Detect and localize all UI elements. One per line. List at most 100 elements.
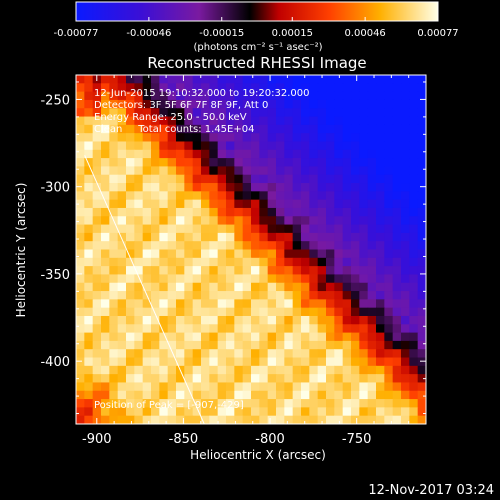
heatmap-cell: [234, 241, 244, 251]
heatmap-cell: [317, 224, 327, 234]
heatmap-cell: [117, 207, 127, 217]
heatmap-cell: [276, 199, 285, 209]
heatmap-cell: [376, 390, 385, 400]
heatmap-cell: [234, 374, 244, 384]
heatmap-cell: [226, 324, 235, 334]
heatmap-cell: [301, 91, 310, 101]
heatmap-cell: [367, 174, 377, 184]
heatmap-cell: [251, 174, 260, 184]
heatmap-cell: [76, 99, 85, 109]
heatmap-cell: [101, 340, 110, 350]
heatmap-cell: [92, 149, 102, 159]
heatmap-cell: [317, 315, 327, 325]
heatmap-cell: [251, 141, 260, 151]
heatmap-cell: [234, 399, 244, 408]
heatmap-cell: [317, 307, 327, 317]
heatmap-cell: [267, 141, 277, 151]
heatmap-cell: [417, 75, 426, 84]
heatmap-cell: [184, 332, 194, 342]
heatmap-cell: [142, 332, 152, 342]
heatmap-cell: [101, 241, 110, 251]
heatmap-cell: [226, 365, 235, 375]
heatmap-cell: [92, 191, 102, 201]
heatmap-cell: [209, 116, 219, 126]
heatmap-cell: [301, 332, 310, 342]
heatmap-cell: [126, 207, 135, 217]
heatmap-cell: [401, 216, 410, 226]
heatmap-cell: [167, 149, 177, 159]
heatmap-cell: [84, 307, 94, 317]
heatmap-cell: [242, 83, 252, 93]
heatmap-cell: [376, 191, 385, 201]
heatmap-cell: [251, 249, 260, 259]
heatmap-cell: [217, 149, 227, 159]
heatmap-cell: [259, 282, 269, 292]
heatmap-cell: [192, 166, 202, 176]
heatmap-cell: [117, 365, 127, 375]
heatmap-cell: [301, 216, 310, 226]
heatmap-cell: [276, 224, 285, 234]
heatmap-cell: [367, 399, 377, 408]
heatmap-cell: [159, 158, 169, 168]
heatmap-cell: [109, 124, 119, 134]
annotation-energy-range: Energy Range: 25.0 - 50.0 keV: [94, 112, 247, 123]
heatmap-cell: [92, 399, 102, 408]
heatmap-cell: [159, 274, 169, 284]
heatmap-cell: [292, 224, 302, 234]
heatmap-cell: [134, 191, 144, 201]
heatmap-cell: [359, 232, 369, 242]
heatmap-cell: [126, 407, 135, 417]
heatmap-cell: [192, 124, 202, 134]
heatmap-cell: [134, 340, 144, 350]
heatmap-cell: [134, 108, 144, 118]
heatmap-cell: [226, 83, 235, 93]
heatmap-cell: [259, 291, 269, 300]
heatmap-cell: [367, 415, 377, 424]
heatmap-cell: [309, 274, 319, 284]
heatmap-cell: [226, 149, 235, 159]
heatmap-cell: [384, 291, 394, 300]
heatmap-cell: [184, 249, 194, 259]
heatmap-cell: [317, 183, 327, 192]
heatmap-cell: [342, 99, 352, 109]
annotation-detectors: Detectors: 3F 5F 6F 7F 8F 9F, Att 0: [94, 100, 268, 111]
heatmap-cell: [76, 315, 85, 325]
heatmap-cell: [376, 141, 385, 151]
heatmap-cell: [242, 224, 252, 234]
heatmap-cell: [392, 199, 402, 209]
heatmap-cell: [409, 307, 419, 317]
heatmap-cell: [334, 99, 344, 109]
heatmap-cell: [209, 207, 219, 217]
colorbar-ticks: -0.00077 -0.00046 -0.00015 0.00015 0.00046 0.…: [54, 17, 459, 39]
heatmap-cell: [259, 75, 269, 84]
heatmap-cell: [334, 241, 344, 251]
heatmap-cell: [217, 340, 227, 350]
heatmap-cell: [267, 365, 277, 375]
heatmap-cell: [334, 332, 344, 342]
heatmap-cell: [351, 199, 360, 209]
heatmap-cell: [342, 332, 352, 342]
heatmap-cell: [384, 174, 394, 184]
heatmap-cell: [292, 399, 302, 408]
heatmap-cell: [259, 116, 269, 126]
heatmap-cell: [242, 315, 252, 325]
heatmap-cell: [359, 141, 369, 151]
heatmap-cell: [217, 124, 227, 134]
heatmap-cell: [201, 91, 210, 101]
y-tick-label: -300: [40, 181, 70, 196]
heatmap-cell: [184, 83, 194, 93]
heatmap-cell: [326, 249, 335, 259]
heatmap-cell: [417, 158, 426, 168]
heatmap-cell: [192, 83, 202, 93]
heatmap-cell: [234, 257, 244, 267]
heatmap-cell: [209, 141, 219, 151]
heatmap-cell: [226, 99, 235, 109]
heatmap-cell: [159, 282, 169, 292]
heatmap-cell: [334, 390, 344, 400]
heatmap-cell: [159, 365, 169, 375]
heatmap-cell: [284, 149, 294, 159]
heatmap-cell: [259, 299, 269, 309]
heatmap-cell: [134, 224, 144, 234]
heatmap-cell: [334, 307, 344, 317]
heatmap-cell: [384, 315, 394, 325]
